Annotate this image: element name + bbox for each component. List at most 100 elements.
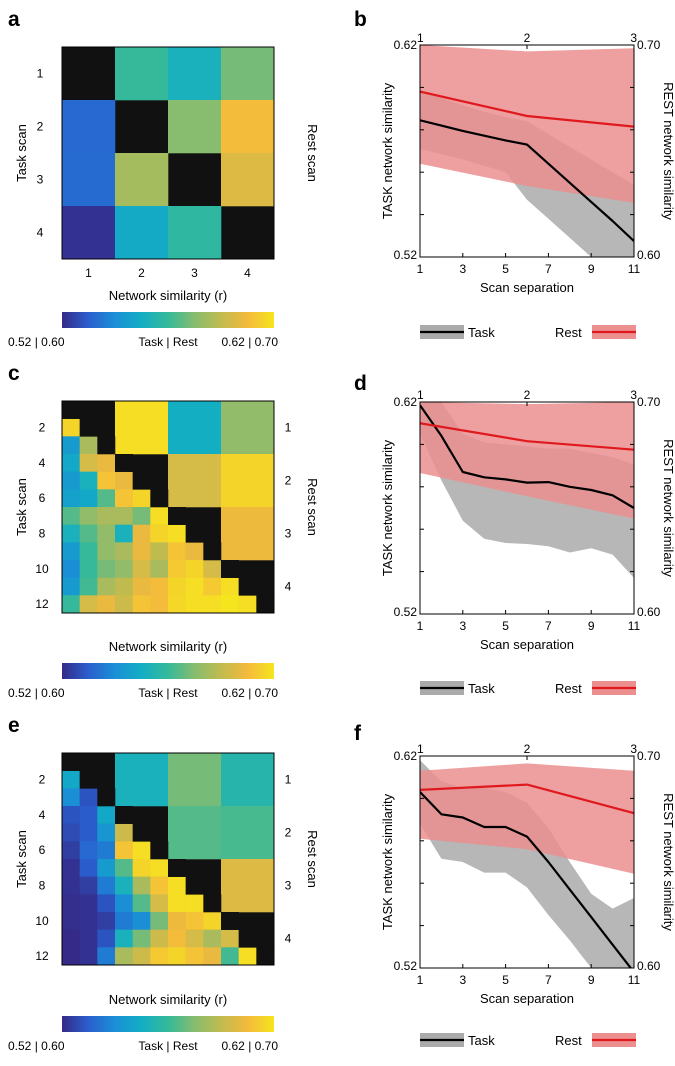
heatmap-task-cell [115, 542, 133, 561]
heatmap-diagonal-cell [62, 753, 80, 771]
heatmap-task-cell [115, 560, 133, 578]
heatmap-task-cell [62, 912, 80, 930]
y-tick-label-left: 6 [39, 843, 46, 857]
heatmap-rest-cell [221, 454, 275, 508]
heatmap-task-cell [62, 436, 80, 455]
heatmap-rest-cell [168, 454, 222, 508]
heatmap-rest-cell [115, 753, 169, 807]
heatmap-rest-cell [168, 401, 222, 455]
heatmap-task-cell [97, 577, 116, 596]
heatmap-task-cell [97, 471, 116, 490]
heatmap-task-cell [115, 929, 133, 948]
x-axis-label: Scan separation [480, 637, 574, 652]
y-tick-label-left-min: 0.52 [394, 605, 418, 619]
heatmap-task-cell [132, 560, 151, 578]
colorbar-label-left: 0.52 | 0.60 [8, 335, 65, 349]
heatmap-task-cell [132, 595, 151, 614]
heatmap-task-cell [62, 876, 80, 895]
x-tick-label: 7 [545, 973, 552, 987]
heatmap-diagonal-cell [238, 577, 257, 596]
x-tick-label: 3 [459, 619, 466, 633]
heatmap-task-cell [79, 859, 98, 877]
plot-area [420, 45, 634, 257]
colorbar [62, 1016, 274, 1032]
y-tick-label-right-min: 0.60 [637, 959, 661, 973]
heatmap-task-cell [185, 577, 204, 596]
heatmap-task-cell [79, 507, 98, 525]
y-axis-label-left: TASK network similarity [380, 82, 395, 219]
y-tick-label-right: 3 [285, 527, 292, 541]
heatmap-task-cell [62, 524, 80, 543]
heatmap-task-cell [79, 524, 98, 543]
colorbar-label-right: 0.62 | 0.70 [222, 335, 279, 349]
y-tick-label-left: 2 [39, 773, 46, 787]
y-tick-label-left: 12 [35, 949, 49, 963]
heatmap-task-cell [185, 560, 204, 578]
heatmap-task-cell [150, 929, 169, 948]
heatmap-task-cell [185, 929, 204, 948]
y-axis-label-right: Rest scan [305, 830, 320, 888]
y-axis-label-right: REST network similarity [661, 82, 675, 220]
heatmap-task-cell [97, 507, 116, 525]
task-series-line [420, 791, 633, 968]
task-series-line [420, 404, 634, 509]
heatmap-task-cell [115, 894, 133, 913]
heatmap-cell [115, 47, 169, 101]
heatmap-panel-a: 1 2 3 4 1 2 3 4 Task scan Rest scan Network simila… [8, 46, 320, 349]
heatmap-task-cell [79, 560, 98, 578]
heatmap-diagonal-cell [203, 542, 222, 561]
y-axis-label-right: Rest scan [305, 124, 320, 182]
heatmap-task-cell [115, 471, 133, 490]
heatmap-task-cell [132, 894, 151, 913]
heatmap-task-cell [79, 471, 98, 490]
x-tick-label: 7 [545, 619, 552, 633]
x-tick-label: 11 [628, 973, 641, 987]
x-tick-label: 1 [417, 619, 424, 633]
heatmap-task-cell [150, 560, 169, 578]
heatmap-task-cell [62, 507, 80, 525]
heatmap-diagonal-cell [97, 788, 116, 807]
heatmap-task-cell [168, 595, 186, 614]
heatmap-task-cell [238, 947, 257, 966]
top-tick-label: 2 [524, 31, 531, 45]
heatmap-task-cell [115, 859, 133, 877]
legend-task-label: Task [468, 1033, 495, 1048]
top-tick-label: 3 [630, 388, 637, 402]
y-axis-label-left: Task scan [14, 478, 29, 536]
heatmap-task-cell [97, 560, 116, 578]
top-tick-label: 1 [417, 742, 424, 756]
y-tick-label-right-max: 0.70 [637, 749, 661, 763]
heatmap-diagonal-cell [256, 595, 275, 614]
heatmap-frame [61, 752, 275, 966]
heatmap-task-cell [150, 876, 169, 895]
x-tick-label: 4 [244, 266, 251, 280]
heatmap-rest-cell [221, 507, 275, 561]
heatmap-task-cell [132, 524, 151, 543]
y-tick-label-right: 2 [285, 474, 292, 488]
heatmap-task-cell [168, 947, 186, 966]
plot-area [420, 760, 634, 968]
rest-series-line [420, 90, 634, 128]
heatmap-task-cell [62, 806, 80, 824]
legend-task-label: Task [468, 325, 495, 340]
y-tick-label-left: 2 [39, 421, 46, 435]
heatmap-task-cell [203, 947, 222, 966]
heatmap-task-cell [132, 947, 151, 966]
y-axis-label-left: Task scan [14, 830, 29, 888]
heatmap-task-cell [62, 454, 80, 472]
heatmap-task-cell [132, 542, 151, 561]
heatmap-task-cell [97, 823, 116, 842]
heatmap-task-cell [221, 947, 239, 966]
colorbar-label-mid: Task | Rest [138, 686, 198, 700]
heatmap-task-cell [79, 894, 98, 913]
heatmap-task-cell [150, 542, 169, 561]
heatmap-task-cell [97, 454, 116, 472]
heatmap-task-cell [79, 912, 98, 930]
y-tick-label-left: 10 [35, 914, 49, 928]
heatmap-task-cell [132, 577, 151, 596]
heatmap-task-cell [62, 560, 80, 578]
heatmap-task-cell [185, 542, 204, 561]
